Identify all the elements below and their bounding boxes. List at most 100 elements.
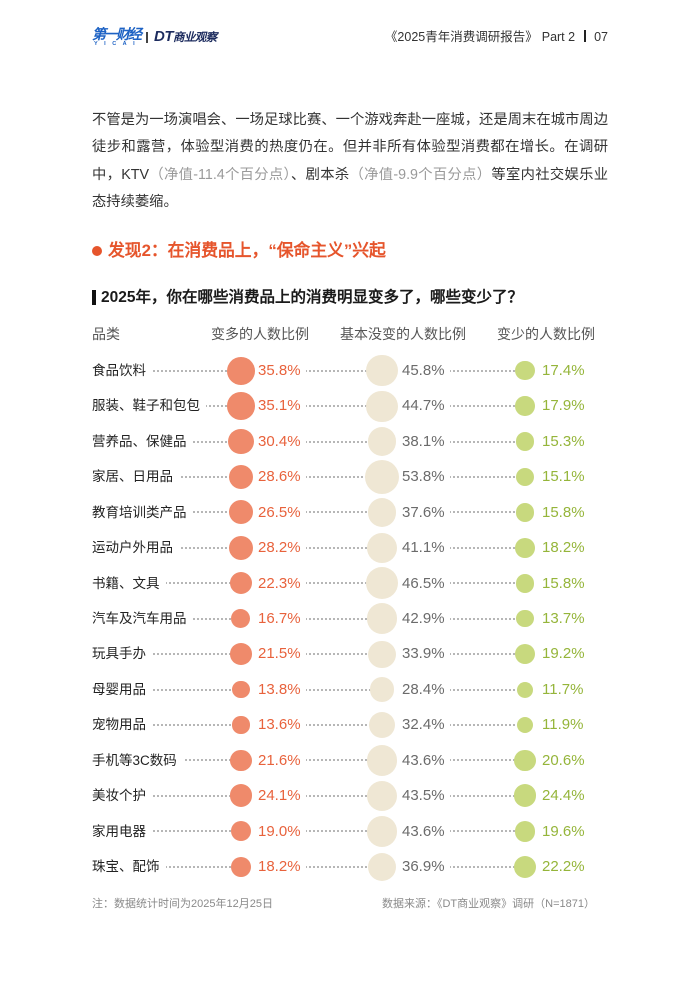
value-label-unchanged: 43.6%: [390, 813, 450, 850]
column-header-unchanged: 基本没变的人数比例: [340, 326, 466, 342]
value-label-increase: 21.5%: [246, 636, 306, 672]
table-row: 家用电器 19.0% 43.6% 19.6%: [92, 813, 608, 850]
value-label-increase: 35.1%: [246, 388, 306, 424]
header-separator: [584, 30, 587, 42]
category-label: 运动户外用品: [92, 530, 179, 566]
category-label: 玩具手办: [92, 636, 152, 672]
logo-divider: [146, 32, 148, 43]
bubble-increase: [230, 821, 252, 842]
value-label-decrease: 18.2%: [530, 530, 590, 566]
bubble-unchanged: [366, 603, 398, 634]
table-row: 书籍、文具 22.3% 46.5% 15.8%: [92, 565, 608, 602]
leader-dots: [92, 405, 525, 408]
category-label: 服装、鞋子和包包: [92, 388, 206, 424]
category-label: 美妆个护: [92, 778, 152, 814]
table-row: 食品饮料 35.8% 45.8% 17.4%: [92, 353, 608, 389]
value-label-unchanged: 33.9%: [390, 636, 450, 672]
bubble-increase: [230, 749, 252, 772]
bubble-increase: [231, 609, 251, 629]
bubble-unchanged: [366, 815, 398, 847]
bubble-decrease: [514, 820, 536, 842]
bubble-unchanged: [366, 567, 398, 600]
value-label-decrease: 15.8%: [530, 565, 590, 602]
leader-dots: [92, 653, 525, 656]
value-label-decrease: 17.9%: [530, 388, 590, 424]
value-label-unchanged: 38.1%: [390, 423, 450, 460]
value-label-increase: 26.5%: [246, 494, 306, 531]
value-label-decrease: 19.6%: [530, 813, 590, 850]
leader-dots: [92, 617, 525, 620]
value-label-decrease: 11.9%: [530, 707, 589, 743]
bubble-increase: [230, 643, 252, 665]
table-row: 汽车及汽车用品 16.7% 42.9% 13.7%: [92, 601, 608, 637]
value-label-increase: 13.8%: [246, 671, 306, 708]
chart-title: 2025年，你在哪些消费品上的消费明显变多了，哪些变少了？: [101, 289, 523, 306]
bubble-increase: [232, 716, 250, 734]
bubble-decrease: [515, 574, 535, 593]
bubble-decrease: [515, 537, 535, 558]
category-label: 家居、日用品: [92, 459, 179, 495]
bubble-increase: [229, 784, 253, 808]
value-label-unchanged: 28.4%: [390, 671, 450, 708]
value-label-increase: 30.4%: [246, 423, 306, 460]
category-label: 营养品、保健品: [92, 423, 193, 460]
yicai-logo: 第一财经 YICAI: [92, 27, 144, 47]
category-label: 书籍、文具: [92, 565, 166, 602]
value-label-decrease: 13.7%: [530, 601, 590, 637]
table-row: 运动户外用品 28.2% 41.1% 18.2%: [92, 530, 608, 566]
bubble-increase: [228, 464, 254, 490]
leader-dots: [92, 794, 525, 797]
bubble-decrease: [514, 749, 536, 771]
page-number: 07: [594, 30, 608, 44]
bubble-unchanged: [367, 427, 397, 456]
category-label: 教育培训类产品: [92, 494, 193, 531]
bubble-unchanged: [366, 745, 398, 776]
value-label-unchanged: 43.5%: [390, 778, 450, 814]
bubble-increase: [228, 428, 254, 455]
bubble-table: 食品饮料 35.8% 45.8% 17.4% 服装、鞋子和包包 35.1% 44.7% 17.…: [92, 353, 608, 885]
value-label-unchanged: 53.8%: [390, 459, 450, 495]
value-label-decrease: 11.7%: [530, 671, 589, 708]
value-label-unchanged: 44.7%: [390, 388, 450, 424]
table-row: 教育培训类产品 26.5% 37.6% 15.8%: [92, 494, 608, 531]
yicai-logo-text: 第一财经: [92, 26, 142, 42]
leader-dots: [92, 759, 525, 762]
value-label-unchanged: 43.6%: [390, 742, 450, 779]
leader-dots: [92, 511, 525, 514]
intro-text-1: 不管是为一场演唱会、一场足球比赛、一个游戏奔赴一座城，还是周末在城市周边徒步和露…: [92, 112, 608, 183]
bubble-unchanged: [368, 711, 396, 739]
table-row: 美妆个护 24.1% 43.5% 24.4%: [92, 778, 608, 814]
value-label-unchanged: 41.1%: [390, 530, 450, 566]
value-label-decrease: 15.8%: [530, 494, 590, 531]
section-heading: 发现2：在消费品上，“保命主义”兴起: [108, 241, 386, 260]
yicai-logo-en: YICAI: [94, 41, 142, 47]
table-row: 宠物用品 13.6% 32.4% 11.9%: [92, 707, 608, 743]
bubble-increase: [231, 856, 251, 877]
category-label: 母婴用品: [92, 671, 152, 708]
value-label-increase: 24.1%: [246, 778, 306, 814]
bubble-increase: [227, 356, 255, 385]
value-label-decrease: 24.4%: [530, 778, 590, 814]
leader-dots: [92, 546, 525, 549]
value-label-increase: 28.6%: [246, 459, 306, 495]
value-label-unchanged: 46.5%: [390, 565, 450, 602]
bubble-unchanged: [368, 640, 396, 668]
value-label-increase: 35.8%: [246, 353, 306, 389]
table-row: 营养品、保健品 30.4% 38.1% 15.3%: [92, 423, 608, 460]
value-label-increase: 13.6%: [246, 707, 306, 743]
value-label-decrease: 17.4%: [530, 353, 590, 389]
bubble-decrease: [513, 784, 537, 808]
leader-dots: [92, 475, 525, 478]
value-label-increase: 16.7%: [246, 601, 306, 637]
value-label-decrease: 20.6%: [530, 742, 590, 779]
bubble-decrease: [517, 681, 533, 698]
bubble-decrease: [515, 467, 535, 487]
footnote: 注：数据统计时间为2025年12月25日: [92, 898, 273, 910]
leader-dots: [92, 582, 525, 585]
bubble-decrease: [515, 503, 535, 522]
bubble-increase: [228, 535, 254, 561]
value-label-decrease: 22.2%: [530, 849, 590, 885]
value-label-increase: 21.6%: [246, 742, 306, 779]
leader-dots: [92, 688, 525, 691]
section-bullet-icon: [92, 246, 102, 256]
